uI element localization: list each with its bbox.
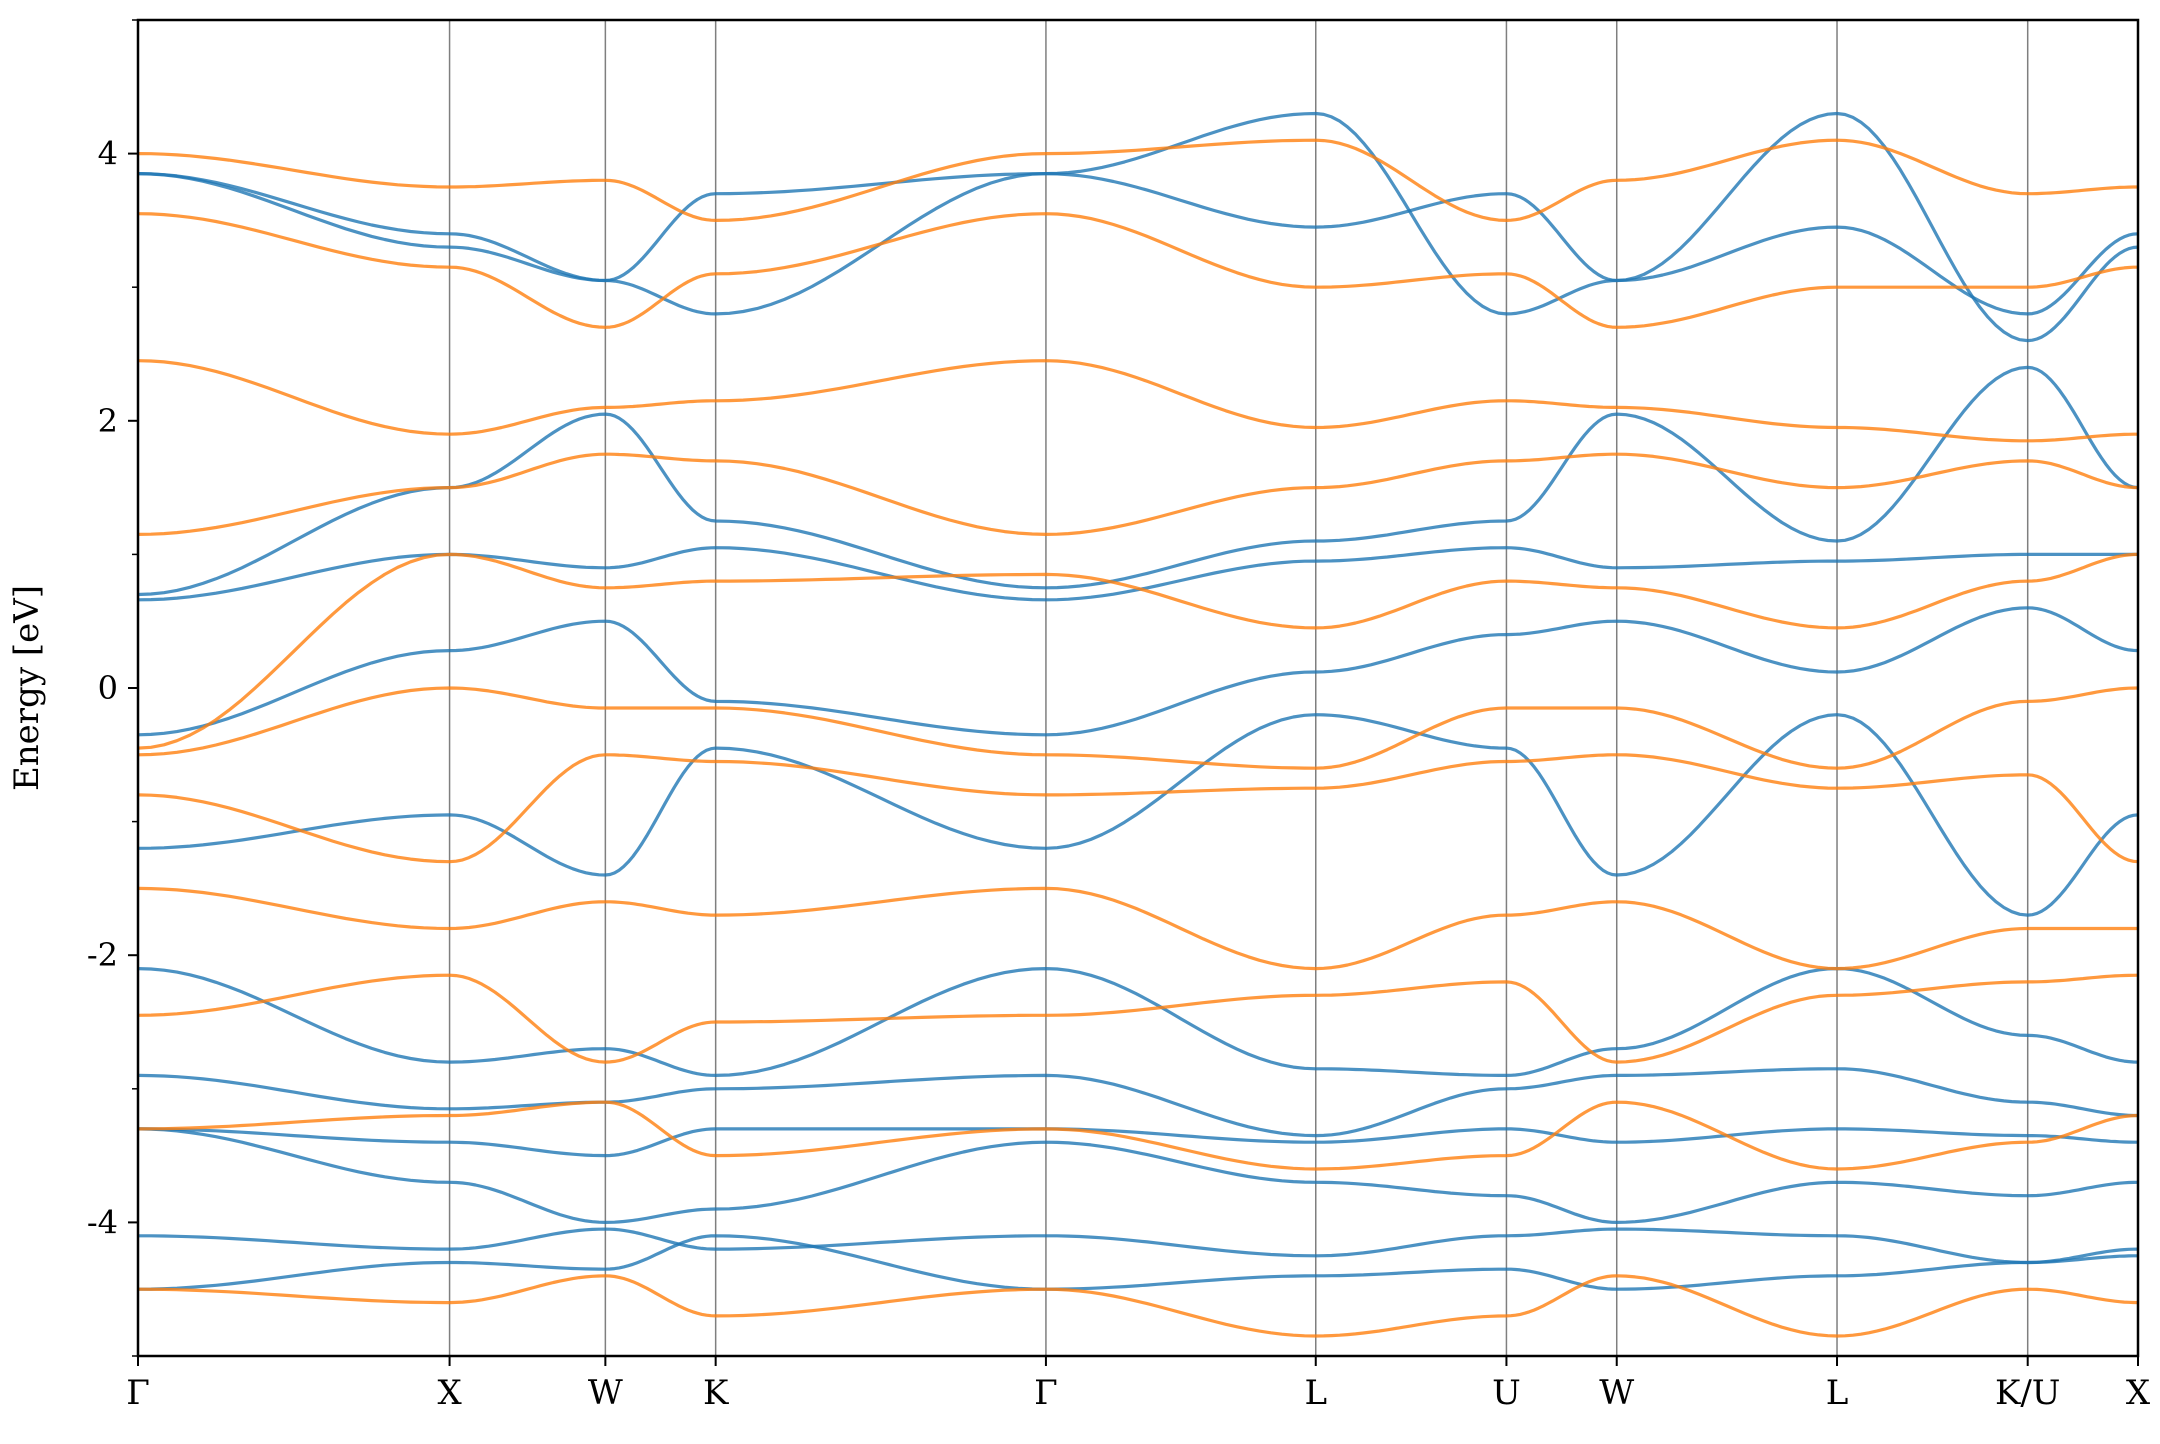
x-tick-label: K/U	[1995, 1373, 2061, 1413]
spin-up-band-line	[138, 1234, 2138, 1291]
y-tick-label: 2	[98, 402, 118, 440]
y-tick-label: -2	[87, 936, 118, 974]
x-tick-label: L	[1304, 1373, 1327, 1413]
spin-down-band-line	[138, 452, 2138, 536]
spin-up-band-line	[138, 1127, 2138, 1224]
high-symmetry-lines	[448, 20, 2029, 1356]
x-tick-label: Γ	[126, 1373, 150, 1413]
x-tick-label: W	[588, 1373, 623, 1413]
y-tick-label: -4	[87, 1203, 118, 1241]
spin-up-band-line	[138, 606, 2138, 737]
spin-up-band-line	[138, 1067, 2138, 1138]
y-axis-ticks: -4 -2 0 2 4	[87, 19, 138, 1357]
y-axis-label: Energy [eV]	[7, 585, 47, 791]
spin-down-band-line	[138, 138, 2138, 222]
spin-up-band-line	[138, 713, 2138, 917]
spin-down-band-line	[138, 552, 2138, 750]
spin-up-band-line	[138, 1127, 2138, 1158]
x-tick-label: X	[2126, 1373, 2151, 1413]
x-tick-label: L	[1826, 1373, 1849, 1413]
spin-down-band-line	[138, 886, 2138, 971]
spin-up-band-line	[138, 546, 2138, 602]
spin-down-band-line	[138, 212, 2138, 329]
spin-down-band-line	[138, 973, 2138, 1064]
spin-up-band-line	[138, 172, 2138, 316]
x-tick-label: X	[437, 1373, 462, 1413]
x-axis-ticks: Γ X W K Γ L U W L K/U X	[126, 1356, 2151, 1413]
spin-up-band-line	[138, 111, 2138, 343]
spin-up-band-line	[138, 967, 2138, 1077]
spin-up-band-line	[138, 365, 2138, 597]
y-tick-label: 4	[98, 135, 118, 173]
spin-down-band-line	[138, 1100, 2138, 1171]
spin-up-band-line	[138, 1227, 2138, 1265]
x-tick-label: W	[1599, 1373, 1634, 1413]
x-tick-label: K	[703, 1373, 729, 1413]
y-tick-label: 0	[98, 669, 118, 707]
band-lines	[138, 111, 2138, 1338]
spin-down-band-line	[138, 359, 2138, 443]
x-tick-label: Γ	[1034, 1373, 1058, 1413]
spin-down-band-line	[138, 686, 2138, 770]
x-tick-label: U	[1492, 1373, 1521, 1413]
spin-down-band-line	[138, 1274, 2138, 1338]
spin-down-band-line	[138, 753, 2138, 864]
